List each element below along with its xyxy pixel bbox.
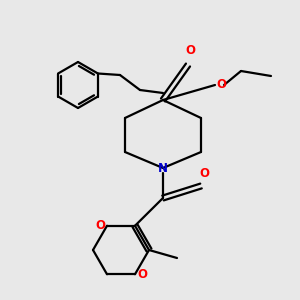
Text: O: O	[216, 79, 226, 92]
Text: O: O	[185, 44, 195, 57]
Text: O: O	[137, 268, 147, 281]
Text: O: O	[95, 219, 105, 232]
Text: N: N	[158, 161, 168, 175]
Text: O: O	[199, 167, 209, 180]
